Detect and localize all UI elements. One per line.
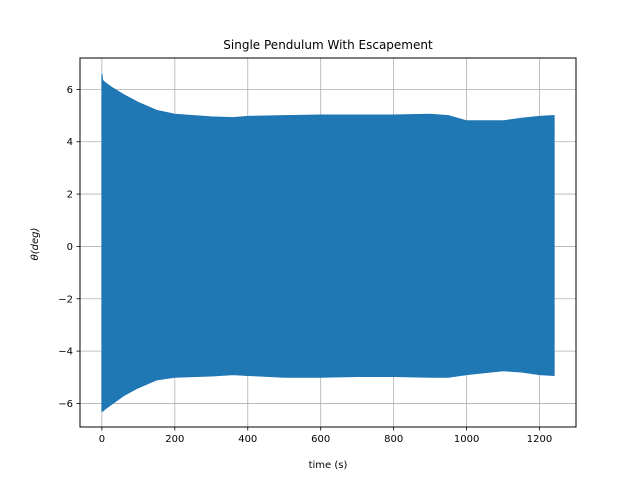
x-tick-label: 0 — [99, 434, 105, 445]
y-tick-label: 2 — [67, 190, 73, 201]
x-axis-label: time (s) — [309, 460, 348, 471]
y-tick-label: 6 — [67, 85, 73, 96]
axes-frame — [79, 57, 577, 428]
y-axis-ticks: −6 −4 −2 0 2 4 6 — [58, 85, 80, 410]
y-axis-label: θ(deg) — [30, 228, 41, 261]
y-tick-label: −4 — [58, 347, 73, 358]
x-tick-label: 600 — [311, 434, 330, 445]
x-tick-label: 1000 — [454, 434, 479, 445]
y-tick-label: 0 — [67, 242, 73, 253]
y-tick-label: −6 — [58, 399, 73, 410]
x-tick-label: 1200 — [527, 434, 552, 445]
chart-title: Single Pendulum With Escapement — [223, 38, 433, 52]
x-tick-label: 200 — [165, 434, 184, 445]
series-envelope-area — [101, 73, 555, 412]
x-tick-label: 800 — [384, 434, 403, 445]
x-tick-label: 400 — [238, 434, 257, 445]
x-axis-ticks: 0 200 400 600 800 1000 1200 — [99, 427, 552, 445]
y-tick-label: 4 — [67, 137, 73, 148]
y-tick-label: −2 — [58, 294, 73, 305]
